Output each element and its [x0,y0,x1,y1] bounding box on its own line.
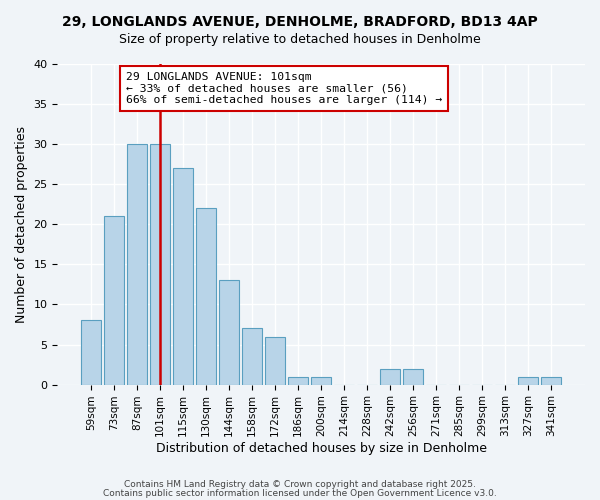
Y-axis label: Number of detached properties: Number of detached properties [15,126,28,323]
Text: Contains HM Land Registry data © Crown copyright and database right 2025.: Contains HM Land Registry data © Crown c… [124,480,476,489]
Bar [127,144,147,384]
Bar [82,320,101,384]
Bar [265,336,285,384]
Bar [104,216,124,384]
Text: Contains public sector information licensed under the Open Government Licence v3: Contains public sector information licen… [103,488,497,498]
Text: Size of property relative to detached houses in Denholme: Size of property relative to detached ho… [119,32,481,46]
Bar [151,144,170,384]
X-axis label: Distribution of detached houses by size in Denholme: Distribution of detached houses by size … [156,442,487,455]
Bar [242,328,262,384]
Bar [380,368,400,384]
Text: 29 LONGLANDS AVENUE: 101sqm
← 33% of detached houses are smaller (56)
66% of sem: 29 LONGLANDS AVENUE: 101sqm ← 33% of det… [125,72,442,105]
Bar [518,376,538,384]
Text: 29, LONGLANDS AVENUE, DENHOLME, BRADFORD, BD13 4AP: 29, LONGLANDS AVENUE, DENHOLME, BRADFORD… [62,15,538,29]
Bar [173,168,193,384]
Bar [311,376,331,384]
Bar [196,208,216,384]
Bar [289,376,308,384]
Bar [541,376,561,384]
Bar [403,368,423,384]
Bar [220,280,239,384]
